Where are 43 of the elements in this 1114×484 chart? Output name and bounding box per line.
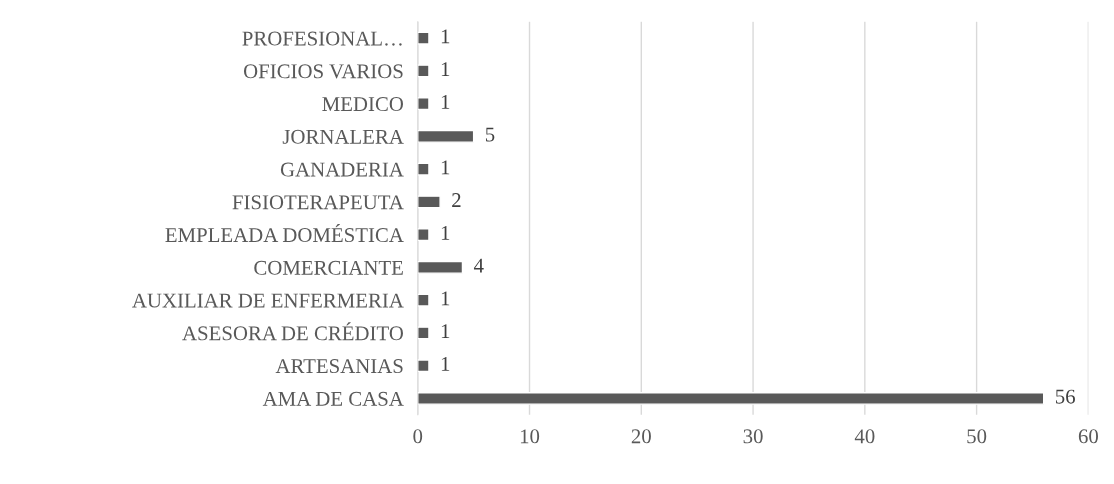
bar — [417, 359, 430, 373]
y-tick-label: AUXILIAR DE ENFERMERIA — [132, 293, 404, 308]
y-tick-label: GANADERIA — [280, 162, 404, 177]
data-label: 2 — [452, 193, 461, 207]
data-label: 56 — [1055, 389, 1075, 404]
y-tick-label: COMERCIANTE — [254, 260, 403, 275]
data-label: 1 — [441, 29, 450, 44]
data-label: 1 — [441, 356, 450, 371]
x-tick-label: 30 — [743, 429, 763, 444]
data-label: 1 — [441, 225, 450, 240]
y-tick-label: PROFESIONAL… — [242, 31, 402, 46]
bar — [417, 31, 430, 45]
bar — [417, 195, 441, 209]
y-tick-label: OFICIOS VARIOS — [243, 64, 403, 79]
data-label: 1 — [441, 160, 450, 175]
bar — [417, 326, 430, 340]
bar — [417, 64, 430, 78]
y-tick-label: EMPLEADA DOMÉSTICA — [165, 224, 404, 243]
bar — [417, 97, 430, 111]
y-tick-label: MEDICO — [322, 97, 403, 112]
y-tick-label: ARTESANIAS — [275, 359, 403, 374]
data-label: 1 — [441, 94, 450, 109]
data-label: 4 — [473, 258, 484, 273]
y-tick-label: JORNALERA — [282, 129, 404, 144]
bar — [417, 162, 430, 176]
x-tick-label: 50 — [967, 429, 987, 444]
x-tick-label: 20 — [631, 429, 651, 444]
bar — [417, 391, 1045, 405]
x-tick-label: 10 — [520, 429, 540, 444]
data-label: 1 — [441, 62, 450, 76]
x-tick-label: 40 — [854, 429, 875, 444]
bar — [417, 228, 430, 242]
data-label: 5 — [485, 127, 495, 142]
y-tick-label: FISIOTERAPEUTA — [232, 195, 404, 210]
bar — [417, 129, 475, 143]
bar — [417, 293, 430, 307]
data-label: 1 — [441, 291, 450, 306]
data-label: 1 — [441, 324, 450, 338]
y-tick-label: AMA DE CASA — [262, 391, 404, 406]
x-tick-label: 60 — [1078, 429, 1098, 444]
bar — [417, 260, 464, 274]
x-tick-label: 0 — [413, 429, 423, 444]
y-tick-label: ASESORA DE CRÉDITO — [182, 322, 404, 341]
